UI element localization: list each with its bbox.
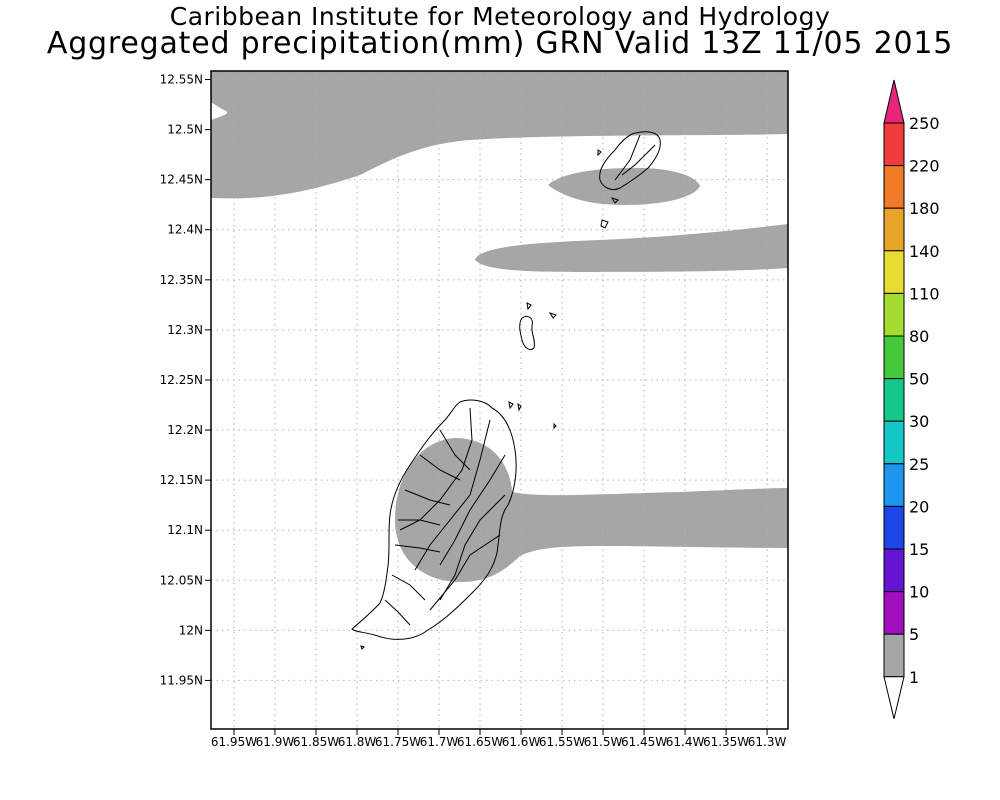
lat-tick-label: 12.1N <box>167 523 203 537</box>
colorbar-segment <box>883 463 905 507</box>
grenada-island <box>351 399 517 640</box>
lon-tick-label: 61.55W <box>539 735 585 749</box>
colorbar-segment <box>883 420 905 465</box>
lon-tick-label: 61.4W <box>666 735 705 749</box>
lat-tick-label: 12.15N <box>160 473 203 487</box>
lon-tick-label: 61.9W <box>256 735 295 749</box>
lon-tick-label: 61.85W <box>293 735 339 749</box>
colorbar-label: 25 <box>909 455 929 474</box>
lat-tick-label: 12.45N <box>160 173 203 187</box>
colorbar-segment <box>883 122 905 167</box>
colorbar-segment <box>883 548 905 593</box>
plot-frame <box>210 70 789 730</box>
lat-tick-label: 12.3N <box>167 323 203 337</box>
lat-tick-label: 12.55N <box>160 73 203 87</box>
colorbar-label: 1 <box>909 668 919 687</box>
colorbar-bottom-arrow <box>883 676 905 719</box>
lat-tick-label: 12N <box>179 623 203 637</box>
lat-tick-label: 12.05N <box>160 573 203 587</box>
lon-tick-label: 61.45W <box>621 735 667 749</box>
colorbar-label: 15 <box>909 540 929 559</box>
carriacou-island <box>597 131 661 229</box>
colorbar-top-arrow <box>883 79 905 124</box>
precip-area-band <box>475 224 788 272</box>
colorbar-label: 10 <box>909 583 929 602</box>
lon-tick-label: 61.7W <box>420 735 459 749</box>
lat-tick-label: 12.25N <box>160 373 203 387</box>
colorbar-label: 180 <box>909 199 940 218</box>
colorbar-segment <box>883 335 905 380</box>
small-islets <box>360 302 557 650</box>
lat-tick-label: 12.2N <box>167 423 203 437</box>
colorbar-segment <box>883 250 905 294</box>
lat-tick-label: 11.95N <box>160 673 203 687</box>
colorbar-segment <box>883 378 905 422</box>
lon-tick-label: 61.3W <box>748 735 787 749</box>
lat-tick-label: 12.5N <box>167 123 203 137</box>
latitude-axis: 12.55N 12.5N 12.45N 12.4N 12.35N 12.3N 12.25N 1… <box>160 73 211 687</box>
lat-tick-label: 12.35N <box>160 273 203 287</box>
colorbar-segment <box>883 633 905 678</box>
colorbar-segment <box>883 207 905 252</box>
colorbar-segment <box>883 292 905 337</box>
colorbar-segment <box>883 165 905 209</box>
colorbar-label: 110 <box>909 284 940 303</box>
colorbar-label: 50 <box>909 370 929 389</box>
title-line-2: Aggregated precipitation(mm) GRN Valid 1… <box>46 26 954 61</box>
precip-area-northeast-island <box>548 167 700 205</box>
colorbar-label: 80 <box>909 327 929 346</box>
colorbar-label: 140 <box>909 242 940 261</box>
precip-area-north <box>211 71 788 199</box>
colorbar-segment <box>883 591 905 635</box>
lon-tick-label: 61.95W <box>211 735 257 749</box>
lon-tick-label: 61.6W <box>502 735 541 749</box>
lon-tick-label: 61.35W <box>703 735 749 749</box>
colorbar-label: 5 <box>909 625 919 644</box>
colorbar-label: 250 <box>909 114 940 133</box>
colorbar-legend: 250 220 180 140 110 80 50 30 25 20 15 10 5 1 <box>883 79 940 719</box>
colorbar-label: 30 <box>909 412 929 431</box>
lon-tick-label: 61.8W <box>338 735 377 749</box>
lon-tick-label: 61.5W <box>584 735 623 749</box>
colorbar-segment <box>883 505 905 550</box>
lat-tick-label: 12.4N <box>167 223 203 237</box>
colorbar-label: 20 <box>909 497 929 516</box>
title-line-1: Caribbean Institute for Meteorology and … <box>169 2 831 31</box>
precip-area-south <box>395 438 788 582</box>
lon-tick-label: 61.65W <box>457 735 503 749</box>
precip-areas <box>211 71 788 582</box>
lon-tick-label: 61.75W <box>375 735 421 749</box>
longitude-axis: 61.95W61.9W61.85W61.8W61.75W61.7W61.65W6… <box>211 729 787 749</box>
colorbar-label: 220 <box>909 157 940 176</box>
